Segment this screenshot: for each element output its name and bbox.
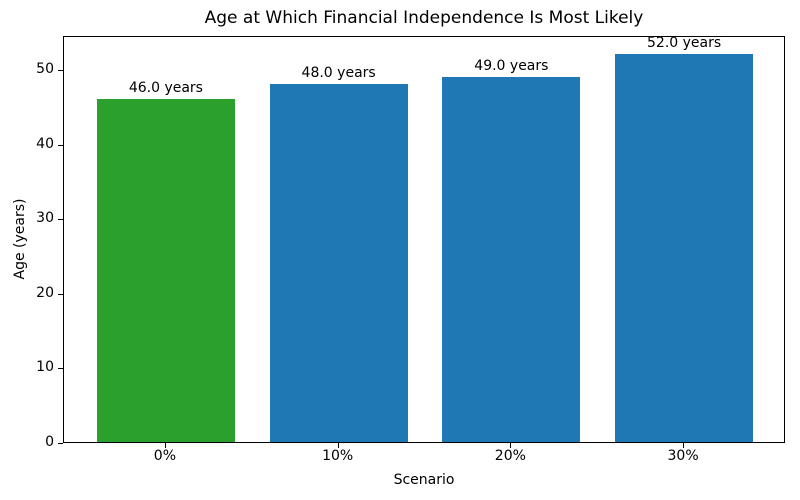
y-tick-label: 10 — [36, 359, 54, 376]
y-tick-mark — [58, 368, 63, 370]
bar — [269, 84, 408, 442]
bar-value-label: 49.0 years — [474, 57, 549, 74]
y-tick-label: 0 — [45, 434, 54, 450]
chart-title: Age at Which Financial Independence Is M… — [204, 8, 644, 28]
bar-value-label: 48.0 years — [301, 65, 376, 82]
x-tick-label: 30% — [667, 448, 699, 464]
y-tick-mark — [58, 293, 63, 295]
x-axis-label: Scenario — [393, 472, 455, 488]
x-tick-mark — [337, 443, 339, 448]
x-tick-label: 20% — [494, 448, 526, 464]
y-tick-mark — [58, 443, 63, 444]
x-tick-label: 10% — [322, 448, 354, 464]
x-tick-mark — [510, 443, 512, 448]
bar — [442, 76, 581, 442]
bar-value-label: 46.0 years — [128, 80, 203, 97]
bar-value-label: 52.0 years — [647, 35, 722, 52]
plot-area: 46.0 years 48.0 years 49.0 years 52.0 years — [63, 35, 785, 443]
y-tick-mark — [58, 144, 63, 146]
x-tick-mark — [164, 443, 166, 448]
y-tick-label: 50 — [36, 61, 54, 78]
x-tick-label: 0% — [153, 448, 177, 464]
y-tick-label: 40 — [36, 135, 54, 152]
y-tick-label: 20 — [36, 284, 54, 301]
y-tick-mark — [58, 219, 63, 221]
y-tick-label: 30 — [36, 210, 54, 227]
x-tick-mark — [683, 443, 685, 448]
bar — [615, 54, 754, 442]
bar — [96, 99, 235, 442]
y-tick-mark — [58, 70, 63, 72]
